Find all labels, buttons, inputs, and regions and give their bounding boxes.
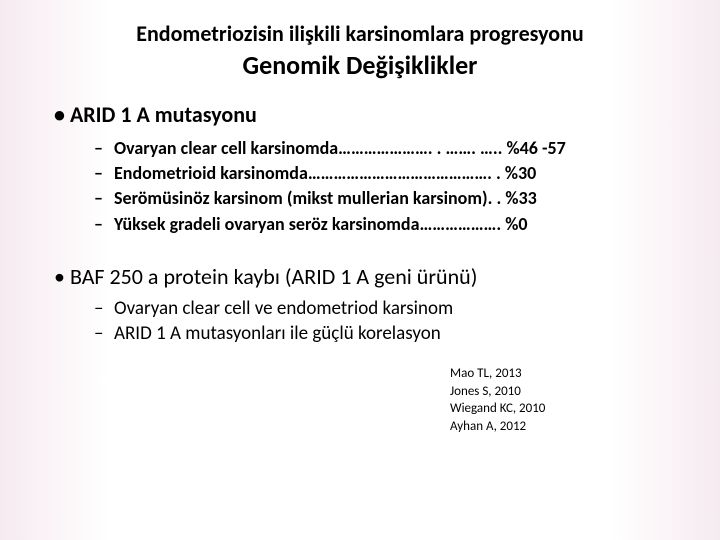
list-item: – Serömüsinöz karsinom (mikst mullerian … (94, 186, 670, 211)
title-line-2: Genomik Değişiklikler (50, 49, 670, 81)
dash-icon: – (94, 212, 114, 237)
references: Mao TL, 2013 Jones S, 2010 Wiegand KC, 2… (450, 365, 670, 435)
dash-icon: – (94, 296, 114, 322)
list-item-text: Ovaryan clear cell karsinomda…………………. . … (114, 136, 670, 161)
sub-list-2: – Ovaryan clear cell ve endometriod kars… (94, 296, 670, 347)
slide: Endometriozisin ilişkili karsinomlara pr… (0, 0, 720, 540)
bullet-heading-1: ARID 1 A mutasyonu (50, 101, 670, 128)
list-item: – Ovaryan clear cell ve endometriod kars… (94, 296, 670, 322)
reference-item: Ayhan A, 2012 (450, 418, 670, 436)
reference-item: Wiegand KC, 2010 (450, 400, 670, 418)
reference-item: Jones S, 2010 (450, 383, 670, 401)
list-item-text: Yüksek gradeli ovaryan seröz karsinomda…… (114, 212, 670, 237)
list-item-text: Ovaryan clear cell ve endometriod karsin… (114, 296, 670, 322)
dash-icon: – (94, 321, 114, 347)
reference-item: Mao TL, 2013 (450, 365, 670, 383)
title-line-1: Endometriozisin ilişkili karsinomlara pr… (50, 20, 670, 47)
list-item: – Endometrioid karsinomda…………………………………….… (94, 161, 670, 186)
section-baf250a: BAF 250 a protein kaybı (ARID 1 A geni ü… (50, 263, 670, 347)
list-item-text: Endometrioid karsinomda……………………………………. .… (114, 161, 670, 186)
title-block: Endometriozisin ilişkili karsinomlara pr… (50, 20, 670, 81)
list-item: – Ovaryan clear cell karsinomda…………………. … (94, 136, 670, 161)
list-item: – Yüksek gradeli ovaryan seröz karsinomd… (94, 212, 670, 237)
list-item-text: Serömüsinöz karsinom (mikst mullerian ka… (114, 186, 670, 211)
bullet-heading-2: BAF 250 a protein kaybı (ARID 1 A geni ü… (50, 263, 670, 290)
sub-list-1: – Ovaryan clear cell karsinomda…………………. … (94, 136, 670, 237)
dash-icon: – (94, 186, 114, 211)
list-item-text: ARID 1 A mutasyonları ile güçlü korelasy… (114, 321, 670, 347)
section-arid1a: ARID 1 A mutasyonu – Ovaryan clear cell … (50, 101, 670, 237)
dash-icon: – (94, 161, 114, 186)
dash-icon: – (94, 136, 114, 161)
list-item: – ARID 1 A mutasyonları ile güçlü korela… (94, 321, 670, 347)
